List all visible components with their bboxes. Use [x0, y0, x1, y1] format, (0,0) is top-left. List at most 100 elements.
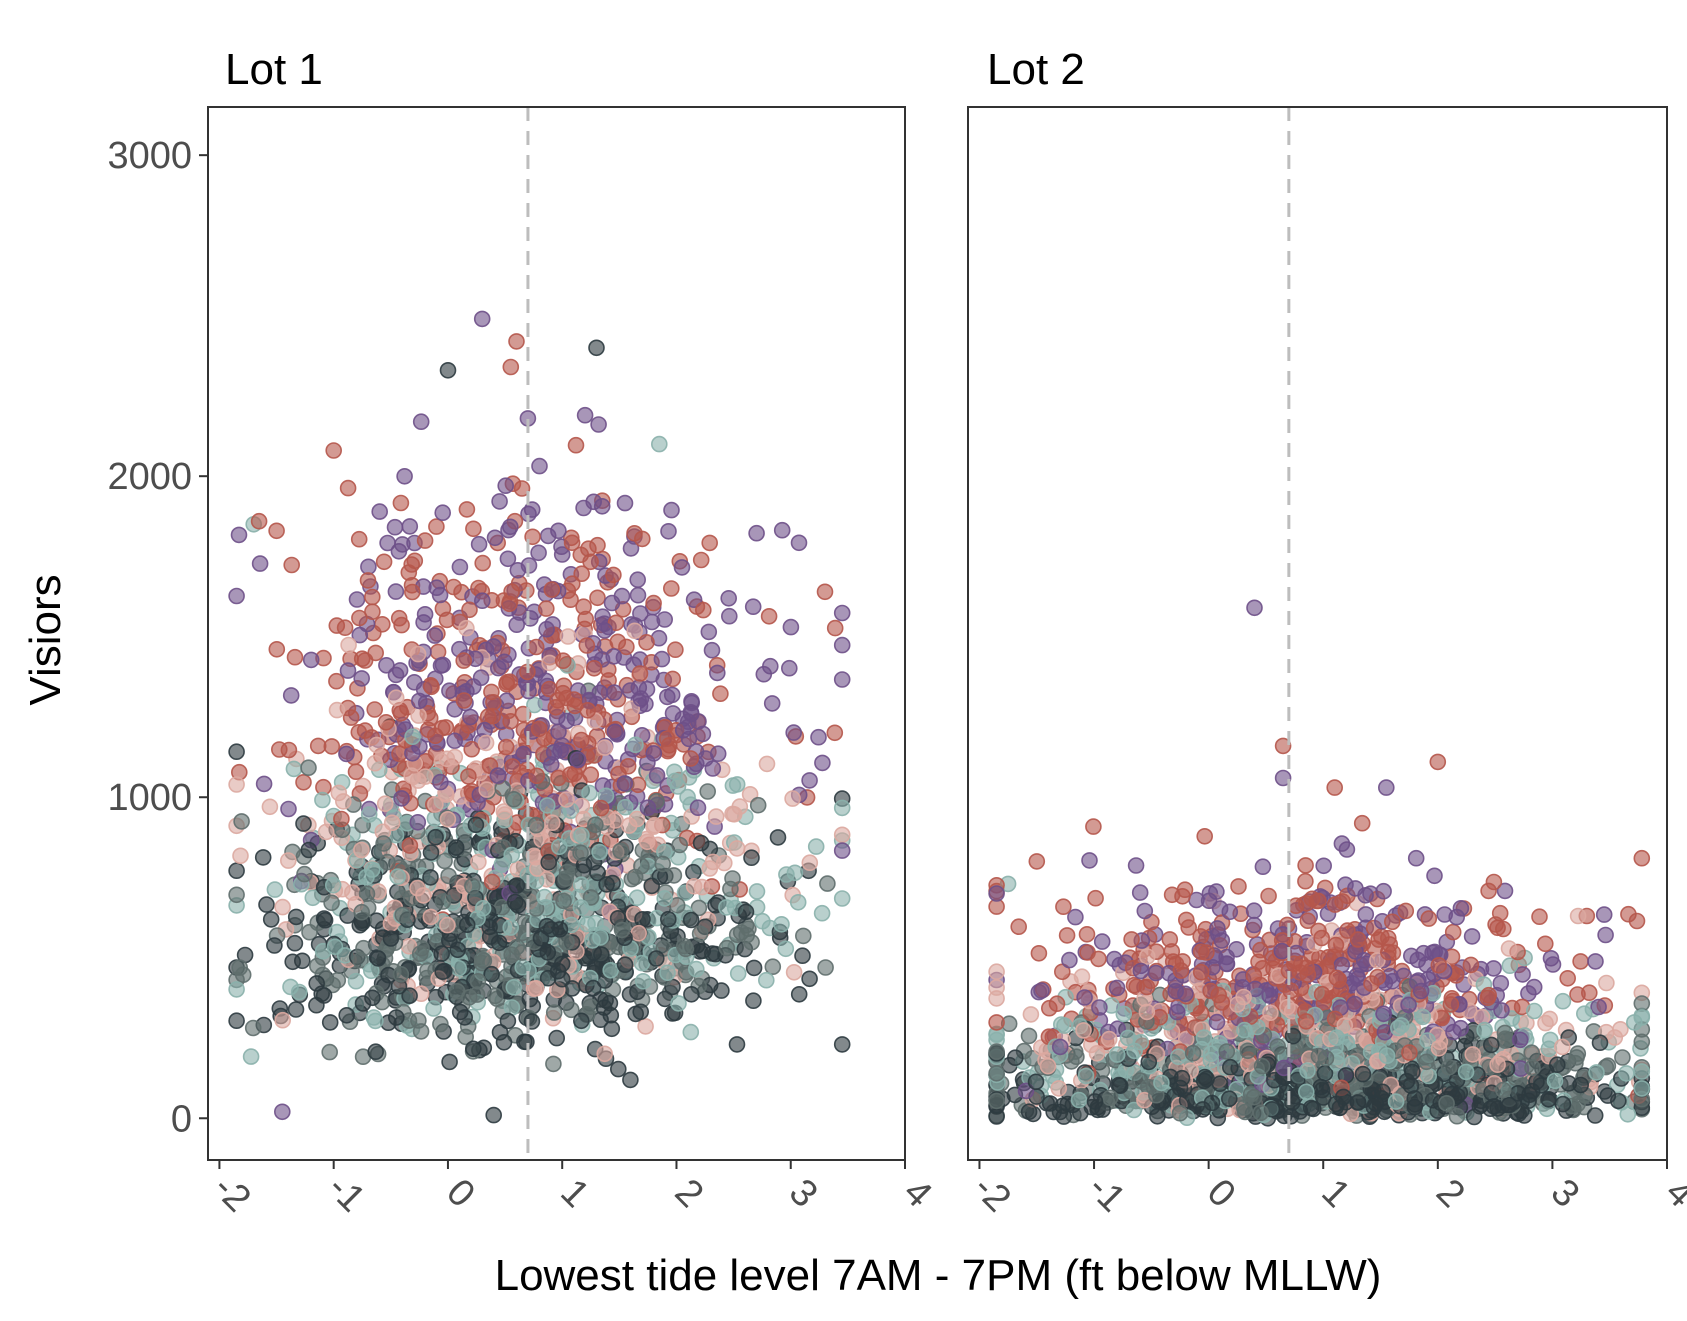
data-point — [504, 758, 521, 775]
data-point — [434, 963, 452, 981]
data-point — [833, 604, 851, 622]
data-point — [250, 512, 268, 530]
data-point — [794, 927, 812, 945]
data-point — [1588, 1064, 1605, 1081]
data-point — [422, 844, 440, 861]
data-point — [541, 654, 558, 672]
data-point — [810, 728, 827, 746]
data-point — [628, 889, 646, 907]
data-point — [1569, 907, 1587, 925]
data-point — [314, 791, 331, 809]
data-point — [1398, 1072, 1416, 1090]
panel-frame — [207, 106, 906, 1161]
data-point — [1200, 892, 1218, 910]
data-point — [1375, 1005, 1392, 1023]
data-point — [585, 659, 603, 677]
data-point — [360, 558, 377, 576]
data-point — [1489, 919, 1506, 937]
data-point — [760, 607, 778, 625]
data-point — [324, 876, 342, 894]
data-point — [470, 535, 488, 553]
data-point — [664, 670, 682, 688]
data-point — [773, 915, 790, 933]
data-point — [1252, 941, 1269, 959]
data-point — [1599, 1087, 1617, 1104]
data-point — [1230, 878, 1247, 895]
data-point — [694, 601, 712, 619]
data-point — [321, 1014, 339, 1031]
data-point — [328, 672, 345, 690]
data-point — [287, 1001, 305, 1018]
data-point — [691, 925, 709, 943]
data-point — [1429, 753, 1447, 771]
data-point — [266, 937, 283, 954]
data-point — [228, 981, 245, 998]
data-point — [575, 499, 592, 517]
data-point — [807, 838, 825, 855]
data-point — [505, 790, 523, 808]
data-point — [1221, 1090, 1238, 1107]
data-point — [789, 893, 807, 911]
data-point — [472, 669, 490, 687]
data-point — [1221, 903, 1239, 921]
data-point — [1496, 1024, 1514, 1042]
data-point — [707, 808, 725, 825]
data-point — [616, 775, 634, 792]
data-point — [451, 558, 469, 576]
data-point — [703, 641, 721, 659]
data-point — [1572, 1076, 1589, 1094]
data-point — [605, 648, 623, 665]
data-point — [1171, 1104, 1189, 1122]
data-point — [228, 776, 245, 793]
data-point — [404, 728, 421, 746]
data-point — [527, 979, 545, 997]
data-point — [366, 754, 384, 772]
points-layer — [228, 310, 851, 1124]
data-point — [790, 985, 808, 1003]
data-point — [1253, 1057, 1271, 1075]
data-point — [1088, 1045, 1106, 1062]
data-point — [743, 849, 760, 867]
data-point — [718, 939, 736, 957]
data-point — [630, 924, 648, 942]
data-point — [403, 767, 420, 785]
data-point — [584, 979, 602, 997]
data-point — [754, 912, 771, 930]
data-point — [1298, 895, 1315, 912]
data-point — [1202, 982, 1219, 1000]
data-point — [321, 1043, 339, 1061]
data-point — [659, 964, 676, 982]
data-point — [455, 692, 473, 709]
data-point — [1440, 1058, 1458, 1076]
data-point — [682, 750, 700, 767]
data-point — [439, 916, 456, 934]
data-point — [545, 743, 563, 761]
data-point — [675, 937, 693, 955]
data-point — [1590, 998, 1607, 1016]
data-point — [639, 799, 657, 817]
data-point — [1119, 1029, 1137, 1047]
data-point — [458, 501, 476, 518]
data-point — [582, 998, 599, 1016]
data-point — [383, 814, 401, 832]
data-point — [634, 910, 651, 928]
data-point — [988, 1065, 1005, 1082]
data-point — [1058, 927, 1076, 944]
data-point — [826, 619, 844, 637]
data-point — [1336, 1017, 1354, 1034]
data-point — [409, 645, 427, 663]
data-point — [663, 686, 681, 704]
data-point — [596, 739, 614, 756]
data-point — [426, 627, 444, 644]
data-point — [1384, 913, 1401, 931]
data-point — [491, 493, 508, 510]
panel-lot-2: Lot 2 -2 -1 0 1 2 3 4 — [965, 45, 1687, 1220]
data-point — [1041, 1095, 1059, 1112]
data-point — [389, 868, 407, 885]
data-point — [1619, 1106, 1637, 1123]
data-point — [1090, 950, 1107, 968]
data-point — [1033, 982, 1050, 999]
x-tick-label: 3 — [1543, 1171, 1588, 1216]
data-point — [433, 945, 451, 962]
